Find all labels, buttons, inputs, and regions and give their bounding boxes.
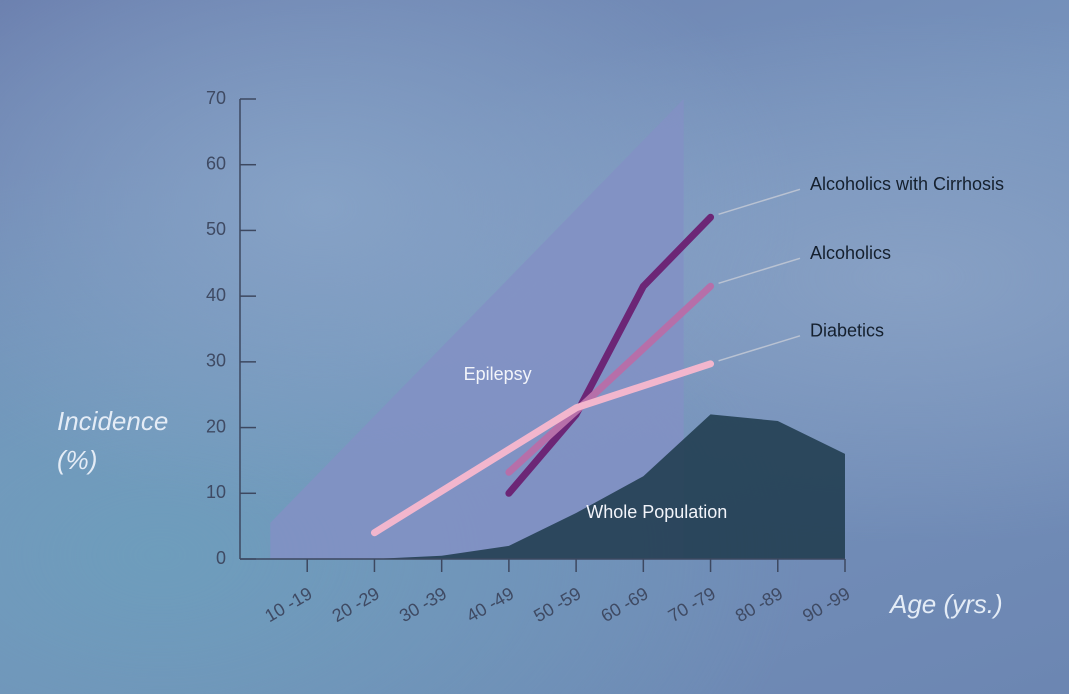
area [270, 99, 684, 559]
leader-line [718, 257, 801, 285]
y-tick-label: 10 [206, 482, 226, 502]
leader-line [718, 335, 801, 362]
area-label: Whole Population [586, 502, 727, 522]
x-tick-label: 70 -79 [665, 583, 719, 626]
series-label: Alcoholics with Cirrhosis [810, 174, 1004, 194]
line [505, 213, 715, 497]
series-label: Alcoholics [810, 243, 891, 263]
x-tick-label: 80 -89 [732, 583, 786, 626]
area [307, 414, 845, 559]
x-tick-label: 10 -19 [261, 583, 315, 626]
leader-line [718, 188, 801, 216]
x-tick-label: 30 -39 [396, 583, 450, 626]
y-tick-label: 70 [206, 88, 226, 108]
x-tick-label: 20 -29 [329, 583, 383, 626]
y-axis-label: (%) [57, 445, 97, 475]
x-tick-label: 50 -59 [530, 583, 584, 626]
x-tick-label: 90 -99 [799, 583, 853, 626]
y-tick-label: 50 [206, 219, 226, 239]
area-label: Epilepsy [464, 364, 532, 384]
line [505, 282, 715, 476]
y-tick-label: 0 [216, 548, 226, 568]
series-label: Diabetics [810, 321, 884, 341]
y-tick-label: 40 [206, 285, 226, 305]
x-tick-label: 60 -69 [598, 583, 652, 626]
line [370, 360, 715, 537]
x-tick-label: 40 -49 [463, 583, 517, 626]
x-axis-label: Age (yrs.) [888, 589, 1003, 619]
y-tick-label: 60 [206, 153, 226, 173]
y-axis-label: Incidence [57, 406, 168, 436]
y-tick-label: 30 [206, 351, 226, 371]
y-tick-label: 20 [206, 416, 226, 436]
